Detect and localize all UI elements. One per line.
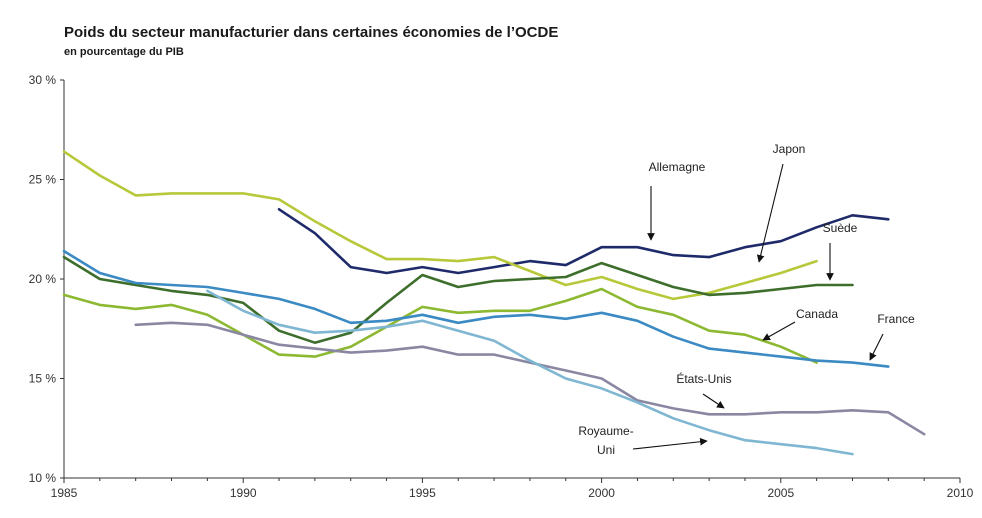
series-annotation-label-line2: Uni bbox=[597, 443, 615, 457]
chart-subtitle: en pourcentage du PIB bbox=[64, 46, 184, 58]
annotation-arrow bbox=[632, 437, 708, 450]
series-line-6 bbox=[206, 289, 854, 456]
series-line-4 bbox=[62, 249, 890, 368]
series-annotation-label: Japon bbox=[773, 142, 806, 156]
series-annotation-label: Suède bbox=[823, 221, 858, 235]
y-tick-label: 10 % bbox=[29, 471, 57, 485]
x-tick-label: 1990 bbox=[230, 486, 257, 500]
series-line-2 bbox=[62, 255, 854, 345]
annotation-arrow bbox=[762, 321, 796, 341]
series-annotation-label: Allemagne bbox=[649, 160, 706, 174]
y-tick-label: 25 % bbox=[29, 173, 57, 187]
series-line-5 bbox=[134, 321, 926, 436]
x-tick-label: 1985 bbox=[51, 486, 78, 500]
series-annotation-label: Canada bbox=[796, 307, 838, 321]
series-annotation-label: Royaume- bbox=[578, 424, 633, 438]
annotation-arrow bbox=[702, 393, 725, 409]
annotation-arrow bbox=[869, 333, 884, 361]
series-annotation-label: France bbox=[877, 312, 915, 326]
series-line-1 bbox=[62, 150, 818, 301]
series-annotation-label: États-Unis bbox=[676, 371, 731, 386]
x-tick-label: 2010 bbox=[947, 486, 974, 500]
chart-title: Poids du secteur manufacturier dans cert… bbox=[64, 24, 559, 41]
series-layer bbox=[62, 150, 926, 456]
series-line-0 bbox=[277, 208, 890, 275]
series-line-3 bbox=[62, 287, 818, 364]
x-tick-label: 2005 bbox=[767, 486, 794, 500]
y-tick-label: 30 % bbox=[29, 73, 57, 87]
annotation-arrow bbox=[756, 163, 784, 263]
y-tick-label: 15 % bbox=[29, 372, 57, 386]
y-tick-label: 20 % bbox=[29, 272, 57, 286]
axes: 10 % 15 % 20 % 25 % 30 % 1985 1990 1995 2000 2005… bbox=[29, 73, 974, 500]
annotation-layer: Allemagne Japon Suède Canada France États-Uni… bbox=[578, 142, 915, 457]
x-tick-label: 1995 bbox=[409, 486, 436, 500]
x-tick-label: 2000 bbox=[588, 486, 615, 500]
